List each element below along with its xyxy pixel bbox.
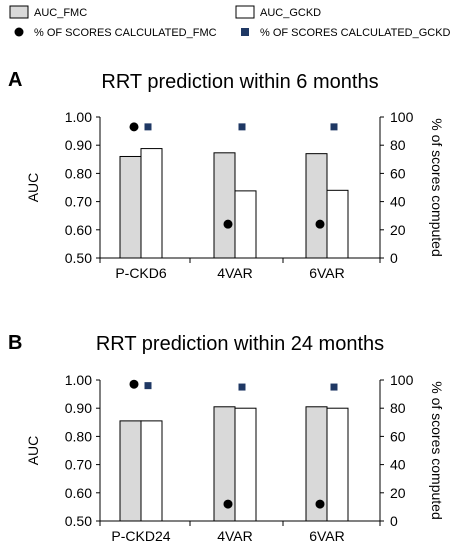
- y2-tick-label: 40: [390, 457, 406, 473]
- legend-label-2: AUC_GCKD: [260, 7, 321, 19]
- panel-letter: B: [8, 332, 22, 354]
- bar-fmc: [119, 155, 142, 259]
- point-gckd: [330, 383, 338, 391]
- legend-label-1: AUC_FMC: [34, 7, 87, 19]
- legend-swatch-2: [235, 5, 255, 19]
- x-tick-label: P-CKD24: [111, 528, 170, 544]
- legend: AUC_FMC AUC_GCKD % OF SCORES CALCULATED_FM…: [9, 5, 451, 39]
- y2-tick-label: 60: [390, 428, 406, 444]
- legend-label-3: % OF SCORES CALCULATED_FMC: [34, 27, 217, 39]
- chart-title: RRT prediction within 24 months: [96, 333, 384, 355]
- bar-gckd: [326, 407, 349, 522]
- chart-title: RRT prediction within 6 months: [101, 71, 378, 93]
- bar-gckd: [234, 407, 257, 522]
- y2-axis-title: % of scores computed: [429, 381, 445, 520]
- point-gckd: [144, 382, 152, 390]
- point-fmc: [223, 499, 233, 509]
- y2-tick-label: 20: [390, 222, 406, 238]
- x-tick-label: 4VAR: [217, 265, 253, 281]
- legend-swatch-1: [9, 5, 29, 19]
- y-tick-label: 0.60: [65, 485, 92, 501]
- bar-fmc: [305, 153, 328, 259]
- bar-fmc: [213, 152, 236, 259]
- point-fmc: [315, 219, 325, 229]
- y2-tick-label: 40: [390, 194, 406, 210]
- y2-tick-label: 80: [390, 137, 406, 153]
- y2-tick-label: 100: [390, 109, 414, 125]
- x-tick-label: 6VAR: [309, 528, 345, 544]
- y2-tick-label: 80: [390, 400, 406, 416]
- bar-gckd: [140, 420, 163, 522]
- y-tick-label: 0.50: [65, 513, 92, 529]
- chart-panel-a: A RRT prediction within 6 months 1.00 0.90 0…: [8, 69, 445, 281]
- y-tick-label: 1.00: [65, 109, 92, 125]
- y-axis-title: AUC: [25, 436, 41, 466]
- y-tick-label: 0.80: [65, 428, 92, 444]
- bar-gckd: [326, 189, 349, 259]
- legend-marker-3: [14, 27, 24, 37]
- y2-tick-label: 20: [390, 485, 406, 501]
- y-axis-title: AUC: [25, 173, 41, 203]
- point-gckd: [238, 383, 246, 391]
- legend-marker-4: [241, 28, 249, 36]
- bar-gckd: [140, 148, 163, 259]
- y2-tick-label: 100: [390, 372, 414, 388]
- x-tick-label: 6VAR: [309, 265, 345, 281]
- panel-letter: A: [8, 69, 22, 91]
- point-gckd: [330, 123, 338, 131]
- y-tick-label: 0.70: [65, 194, 92, 210]
- point-fmc: [315, 499, 325, 509]
- point-fmc: [223, 219, 233, 229]
- y2-tick-label: 0: [390, 250, 398, 266]
- y-tick-label: 0.80: [65, 165, 92, 181]
- point-gckd: [144, 123, 152, 131]
- point-fmc: [129, 379, 139, 389]
- point-gckd: [238, 123, 246, 131]
- x-tick-label: P-CKD6: [115, 265, 167, 281]
- bar-fmc: [119, 420, 142, 522]
- x-tick-label: 4VAR: [217, 528, 253, 544]
- legend-label-4: % OF SCORES CALCULATED_GCKD: [260, 27, 451, 39]
- y-tick-label: 0.90: [65, 400, 92, 416]
- chart-panel-b: B RRT prediction within 24 months 1.00 0.90…: [8, 332, 445, 544]
- y-tick-label: 0.50: [65, 250, 92, 266]
- y2-tick-label: 0: [390, 513, 398, 529]
- y-tick-label: 1.00: [65, 372, 92, 388]
- point-fmc: [129, 122, 139, 132]
- bar-gckd: [234, 190, 257, 259]
- y-tick-label: 0.70: [65, 457, 92, 473]
- y-tick-label: 0.90: [65, 137, 92, 153]
- y2-axis-title: % of scores computed: [429, 118, 445, 257]
- y-tick-label: 0.60: [65, 222, 92, 238]
- y2-tick-label: 60: [390, 165, 406, 181]
